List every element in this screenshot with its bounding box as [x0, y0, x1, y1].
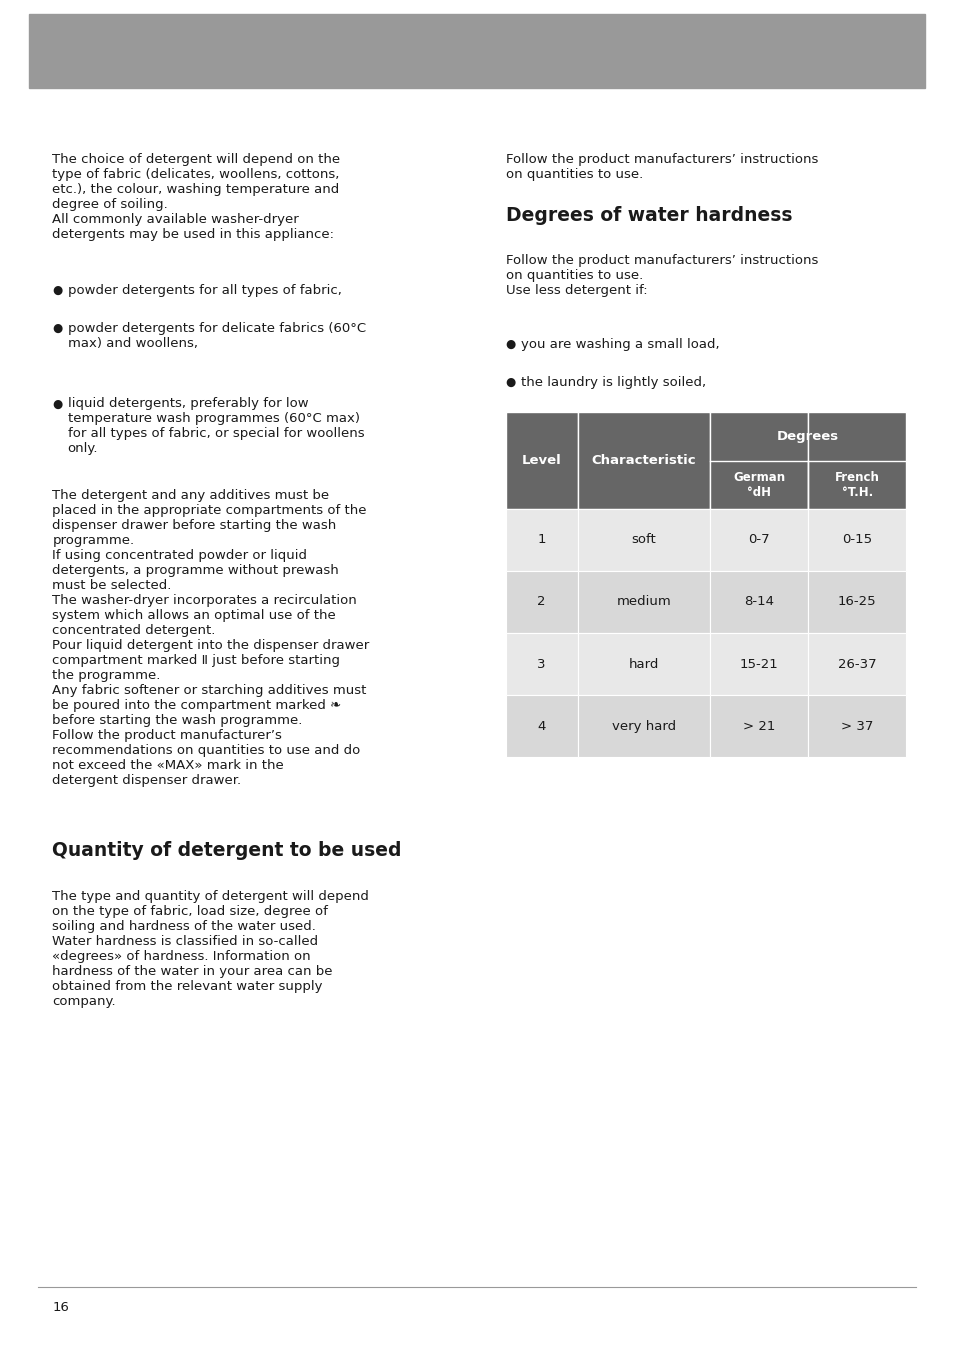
Bar: [709, 633, 807, 695]
Text: Follow the product manufacturers’ instructions
on quantities to use.: Follow the product manufacturers’ instru…: [505, 153, 817, 181]
Text: medium: medium: [616, 595, 671, 608]
Text: 26-37: 26-37: [837, 657, 876, 671]
Text: powder detergents for all types of fabric,: powder detergents for all types of fabri…: [68, 284, 341, 297]
Bar: [807, 633, 905, 695]
Bar: [505, 412, 578, 508]
Text: French
°T.H.: French °T.H.: [834, 470, 879, 499]
Text: 15-21: 15-21: [739, 657, 778, 671]
Text: 16: 16: [52, 1301, 70, 1314]
Text: German
°dH: German °dH: [732, 470, 784, 499]
Text: ●: ●: [52, 322, 63, 335]
Text: The type and quantity of detergent will depend
on the type of fabric, load size,: The type and quantity of detergent will …: [52, 890, 369, 1007]
Text: The detergent and any additives must be
placed in the appropriate compartments o: The detergent and any additives must be …: [52, 489, 370, 787]
Bar: [807, 571, 905, 633]
Text: Level: Level: [521, 454, 561, 468]
Bar: [807, 412, 905, 508]
Text: large amounts of foam form during washing.: large amounts of foam form during washin…: [520, 414, 818, 427]
Text: Characteristic: Characteristic: [591, 454, 696, 468]
Text: The choice of detergent will depend on the
type of fabric (delicates, woollens, : The choice of detergent will depend on t…: [52, 153, 340, 241]
Bar: [709, 571, 807, 633]
Bar: [29, 14, 924, 88]
Text: hard: hard: [628, 657, 659, 671]
Text: very hard: very hard: [611, 719, 676, 733]
Text: ●: ●: [52, 397, 63, 411]
Bar: [578, 571, 709, 633]
Bar: [807, 695, 905, 757]
Bar: [505, 695, 578, 757]
Text: you are washing a small load,: you are washing a small load,: [520, 338, 719, 352]
Bar: [709, 695, 807, 757]
Text: 16-25: 16-25: [837, 595, 876, 608]
Text: 2: 2: [537, 595, 545, 608]
Bar: [578, 633, 709, 695]
Text: liquid detergents, preferably for low
temperature wash programmes (60°C max)
for: liquid detergents, preferably for low te…: [68, 397, 364, 456]
Text: Quantity of detergent to be used: Quantity of detergent to be used: [52, 841, 401, 860]
Text: powder detergents for delicate fabrics (60°C
max) and woollens,: powder detergents for delicate fabrics (…: [68, 322, 366, 350]
Text: ●: ●: [505, 338, 516, 352]
Bar: [709, 412, 807, 508]
Text: 4: 4: [537, 719, 545, 733]
Bar: [578, 412, 709, 508]
Text: Follow the product manufacturers’ instructions
on quantities to use.
Use less de: Follow the product manufacturers’ instru…: [505, 254, 817, 297]
Bar: [578, 695, 709, 757]
Text: 0-7: 0-7: [747, 534, 769, 546]
Text: > 37: > 37: [841, 719, 873, 733]
Text: soft: soft: [631, 534, 656, 546]
Text: Degrees of water hardness: Degrees of water hardness: [505, 206, 791, 224]
Text: 8-14: 8-14: [743, 595, 773, 608]
Text: ●: ●: [505, 376, 516, 389]
Text: ●: ●: [505, 414, 516, 427]
Text: 1: 1: [537, 534, 545, 546]
Text: 0-15: 0-15: [841, 534, 871, 546]
Bar: [578, 508, 709, 571]
Text: 3: 3: [537, 657, 545, 671]
Text: the laundry is lightly soiled,: the laundry is lightly soiled,: [520, 376, 705, 389]
Text: > 21: > 21: [742, 719, 775, 733]
Bar: [709, 508, 807, 571]
Text: ●: ●: [52, 284, 63, 297]
Bar: [807, 508, 905, 571]
Bar: [505, 508, 578, 571]
Bar: [505, 633, 578, 695]
Text: Degrees: Degrees: [777, 430, 839, 443]
Bar: [505, 571, 578, 633]
